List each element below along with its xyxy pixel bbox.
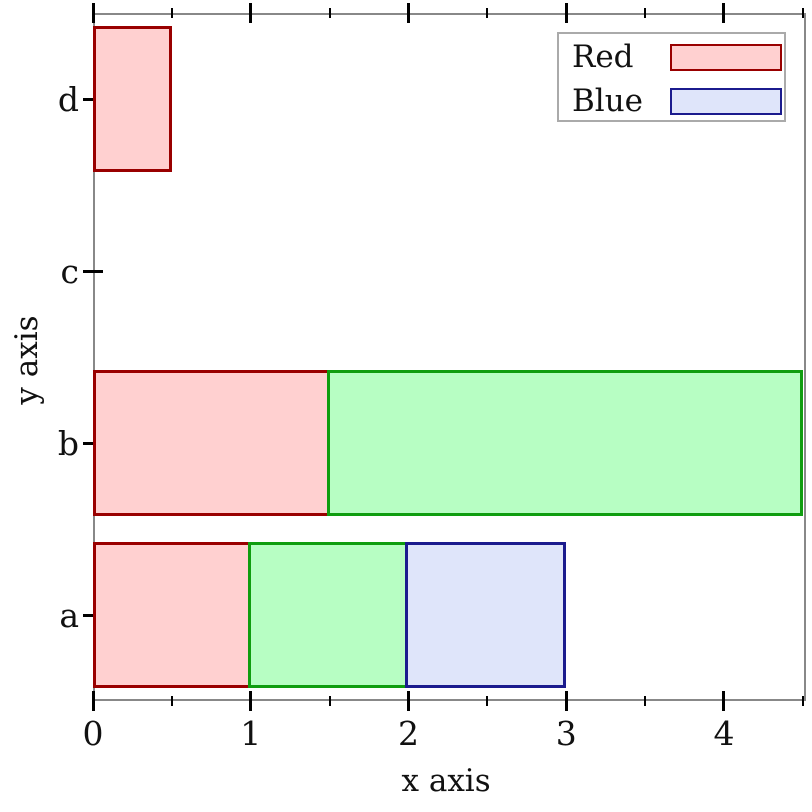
x-major-tick-top	[722, 3, 726, 23]
x-minor-tick	[170, 696, 173, 706]
x-major-tick	[406, 691, 410, 711]
x-tick-label: 1	[240, 714, 262, 753]
x-major-tick-top	[91, 3, 95, 23]
x-minor-tick	[328, 696, 331, 706]
x-minor-tick	[486, 696, 489, 706]
x-major-tick	[564, 691, 568, 711]
y-axis-label: y axis	[9, 315, 45, 405]
x-minor-tick-top	[644, 8, 647, 18]
bar-segment-green	[247, 542, 409, 688]
legend: Red Blue	[557, 32, 786, 122]
legend-swatch-red	[670, 44, 782, 71]
legend-entry-blue: Blue	[559, 80, 784, 124]
y-category-label: d	[57, 80, 79, 119]
bar-segment-red	[93, 542, 251, 688]
y-category-label: a	[59, 596, 79, 635]
x-major-tick	[722, 691, 726, 711]
x-minor-tick	[644, 696, 647, 706]
x-minor-tick-top	[170, 8, 173, 18]
x-minor-tick-top	[486, 8, 489, 18]
legend-entry-red: Red	[559, 36, 784, 80]
x-minor-tick-top	[801, 8, 804, 18]
legend-swatch-blue	[670, 88, 782, 115]
x-major-tick	[249, 691, 253, 711]
x-tick-label: 0	[82, 714, 104, 753]
x-major-tick	[91, 691, 95, 711]
x-minor-tick	[801, 696, 804, 706]
y-category-tick	[83, 269, 103, 273]
x-axis-label: x axis	[401, 763, 491, 799]
y-category-label: b	[57, 424, 79, 463]
x-tick-label: 2	[397, 714, 419, 753]
x-major-tick-top	[406, 3, 410, 23]
bar-segment-green	[326, 370, 803, 516]
x-tick-label: 4	[713, 714, 735, 753]
x-major-tick-top	[249, 3, 253, 23]
legend-label: Blue	[572, 83, 644, 119]
y-category-label: c	[60, 252, 79, 291]
bar-segment-blue	[405, 542, 567, 688]
legend-label: Red	[572, 39, 634, 75]
bar-segment-red	[93, 26, 172, 172]
bar-segment-red	[93, 370, 330, 516]
x-major-tick-top	[564, 3, 568, 23]
x-tick-label: 3	[555, 714, 577, 753]
x-minor-tick-top	[328, 8, 331, 18]
